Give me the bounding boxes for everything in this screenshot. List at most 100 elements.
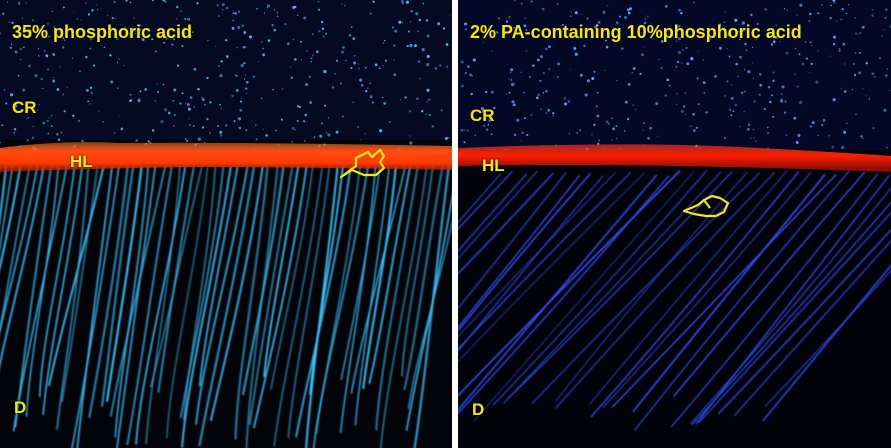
resin-particle <box>72 11 75 13</box>
dentin-tubule <box>458 172 554 275</box>
dentin-tubule <box>473 170 695 422</box>
resin-particle <box>724 11 726 13</box>
resin-particle <box>594 25 597 29</box>
resin-particle <box>573 46 577 50</box>
resin-particle <box>859 32 862 35</box>
resin-particle <box>605 39 607 42</box>
resin-particle <box>350 67 353 70</box>
resin-particle <box>51 10 53 13</box>
resin-particle <box>321 27 325 31</box>
dentin-tubule <box>183 165 217 421</box>
resin-particle <box>474 134 477 137</box>
resin-particle <box>59 66 61 68</box>
resin-particle <box>557 76 559 78</box>
resin-particle <box>255 124 257 126</box>
resin-particle <box>237 10 241 13</box>
resin-particle <box>406 44 409 48</box>
resin-particle <box>772 79 775 82</box>
resin-particle <box>797 27 801 31</box>
resin-particle <box>805 57 808 60</box>
dentin-tubule <box>166 165 209 439</box>
resin-particle <box>243 62 246 65</box>
resin-particle <box>276 15 279 18</box>
resin-particle <box>513 133 517 137</box>
resin-particle <box>752 62 753 64</box>
resin-particle <box>187 17 191 21</box>
resin-particle <box>300 59 303 61</box>
resin-particle <box>109 54 112 57</box>
resin-particle <box>473 118 476 121</box>
resin-particle <box>17 74 20 77</box>
resin-particle <box>244 46 247 48</box>
resin-particle <box>187 107 191 111</box>
resin-particle <box>365 89 368 93</box>
resin-particle <box>206 118 209 121</box>
resin-particle <box>134 32 137 35</box>
resin-particle <box>775 24 777 26</box>
resin-particle <box>865 95 867 97</box>
resin-particle <box>53 76 55 78</box>
resin-particle <box>22 88 26 92</box>
resin-particle <box>496 31 499 34</box>
resin-particle <box>78 70 81 73</box>
resin-particle <box>623 130 626 132</box>
resin-particle <box>728 55 731 58</box>
dentin-tubule <box>375 165 419 431</box>
resin-particle <box>830 4 832 7</box>
resin-particle <box>304 140 306 142</box>
resin-particle <box>143 28 145 30</box>
resin-particle <box>25 2 27 4</box>
dentin-tubules-left <box>0 165 452 448</box>
resin-particle <box>750 13 753 17</box>
resin-particle <box>703 92 706 94</box>
dentin-tubule <box>413 165 450 448</box>
resin-particle <box>685 46 688 49</box>
resin-particle <box>643 21 647 25</box>
resin-particle <box>853 73 857 77</box>
resin-particle <box>886 147 888 149</box>
resin-particle <box>586 17 589 20</box>
resin-particle <box>214 45 217 48</box>
dentin-tubule <box>105 165 143 402</box>
resin-particle <box>591 133 593 136</box>
resin-particle <box>835 20 838 22</box>
resin-particle <box>675 65 678 68</box>
resin-particle <box>593 123 596 126</box>
resin-particle <box>111 17 114 20</box>
panel-title-left: 35% phosphoric acid <box>12 22 193 42</box>
dentin-tubule <box>181 165 232 448</box>
resin-particle <box>658 28 662 32</box>
resin-particle <box>71 57 74 59</box>
resin-particle <box>275 129 277 132</box>
resin-particle <box>261 47 265 50</box>
resin-particle <box>843 90 847 93</box>
resin-particle <box>42 87 44 90</box>
resin-particle <box>817 49 819 52</box>
resin-particle <box>794 73 796 75</box>
resin-particle <box>490 90 494 94</box>
resin-particle <box>774 35 778 39</box>
resin-particle <box>316 50 319 53</box>
resin-particle <box>871 14 874 17</box>
resin-particle <box>779 41 781 43</box>
resin-particle <box>559 30 562 33</box>
resin-particle <box>110 80 114 84</box>
panel-title-right: 2% PA-containing 10%phosphoric acid <box>470 22 802 42</box>
resin-particle <box>676 60 680 64</box>
resin-particle <box>680 11 683 15</box>
resin-particle <box>611 139 614 141</box>
resin-particle <box>422 3 424 5</box>
resin-particle <box>32 25 36 29</box>
resin-particle <box>737 75 739 78</box>
resin-particle <box>129 1 132 4</box>
resin-particle <box>89 103 91 105</box>
resin-particle <box>576 131 579 134</box>
resin-particle <box>206 77 209 80</box>
resin-particle <box>45 54 49 58</box>
resin-particle <box>197 137 201 141</box>
resin-particle <box>568 132 570 134</box>
dentin-tubule <box>401 165 434 377</box>
resin-particle <box>541 7 545 11</box>
resin-particle <box>87 100 90 103</box>
resin-particle <box>884 74 888 77</box>
